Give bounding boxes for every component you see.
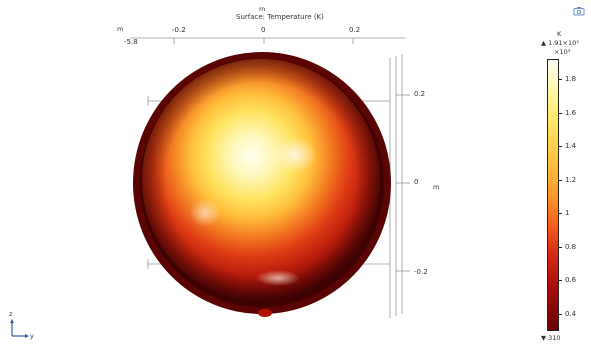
triad-y-label: y [30, 332, 34, 340]
title-unit: m [259, 5, 266, 13]
colorbar-max-label: ▲ 1.91×10³ [541, 39, 579, 47]
right-axis-tick: 0 [414, 178, 419, 186]
colorbar-tick [558, 247, 562, 248]
colorbar-scale-label: ×10³ [554, 48, 571, 56]
colorbar-min-label: ▼ 310 [541, 334, 561, 342]
highlight-spot [189, 199, 221, 227]
colorbar-tick [558, 113, 562, 114]
colorbar-tick-label: 0.4 [565, 310, 577, 318]
colorbar-tick [558, 314, 562, 315]
highlight-spot [273, 137, 317, 173]
colorbar-tick-label: 0.6 [565, 276, 577, 284]
top-axis-tick: -5.8 [124, 38, 138, 46]
colorbar-tick-label: 1 [565, 209, 570, 217]
colorbar-tick-label: 1.2 [565, 176, 577, 184]
plot-title: Surface: Temperature (K) [236, 13, 324, 21]
colorbar-tick-label: 1.8 [565, 75, 577, 83]
colorbar-tick [558, 180, 562, 181]
highlight-spot [256, 270, 300, 286]
colorbar-tick-label: 1.4 [565, 142, 577, 150]
colorbar-tick [558, 79, 562, 80]
top-axis-tick: 0.2 [349, 26, 361, 34]
triad-z-label: z [9, 310, 13, 318]
bowl-shading [142, 59, 380, 301]
top-axis-tick: -0.2 [172, 26, 186, 34]
axis-triad [10, 319, 29, 338]
top-axis-unit: m [117, 25, 124, 33]
colorbar-tick-label: 0.8 [565, 243, 577, 251]
colorbar-unit: K [557, 30, 562, 38]
top-axis-tick: 0 [261, 26, 266, 34]
colorbar-tick [558, 146, 562, 147]
colorbar-gradient [548, 60, 558, 330]
camera-icon[interactable] [573, 6, 585, 16]
colorbar-frame [547, 59, 559, 331]
right-axis-unit: m [433, 183, 440, 191]
right-axis-tick: -0.2 [414, 268, 428, 276]
right-axis-tick: 0.2 [414, 90, 426, 98]
colorbar-tick [558, 280, 562, 281]
colorbar-tick-label: 1.6 [565, 109, 577, 117]
bottom-nub [258, 309, 272, 317]
colorbar-tick [558, 213, 562, 214]
